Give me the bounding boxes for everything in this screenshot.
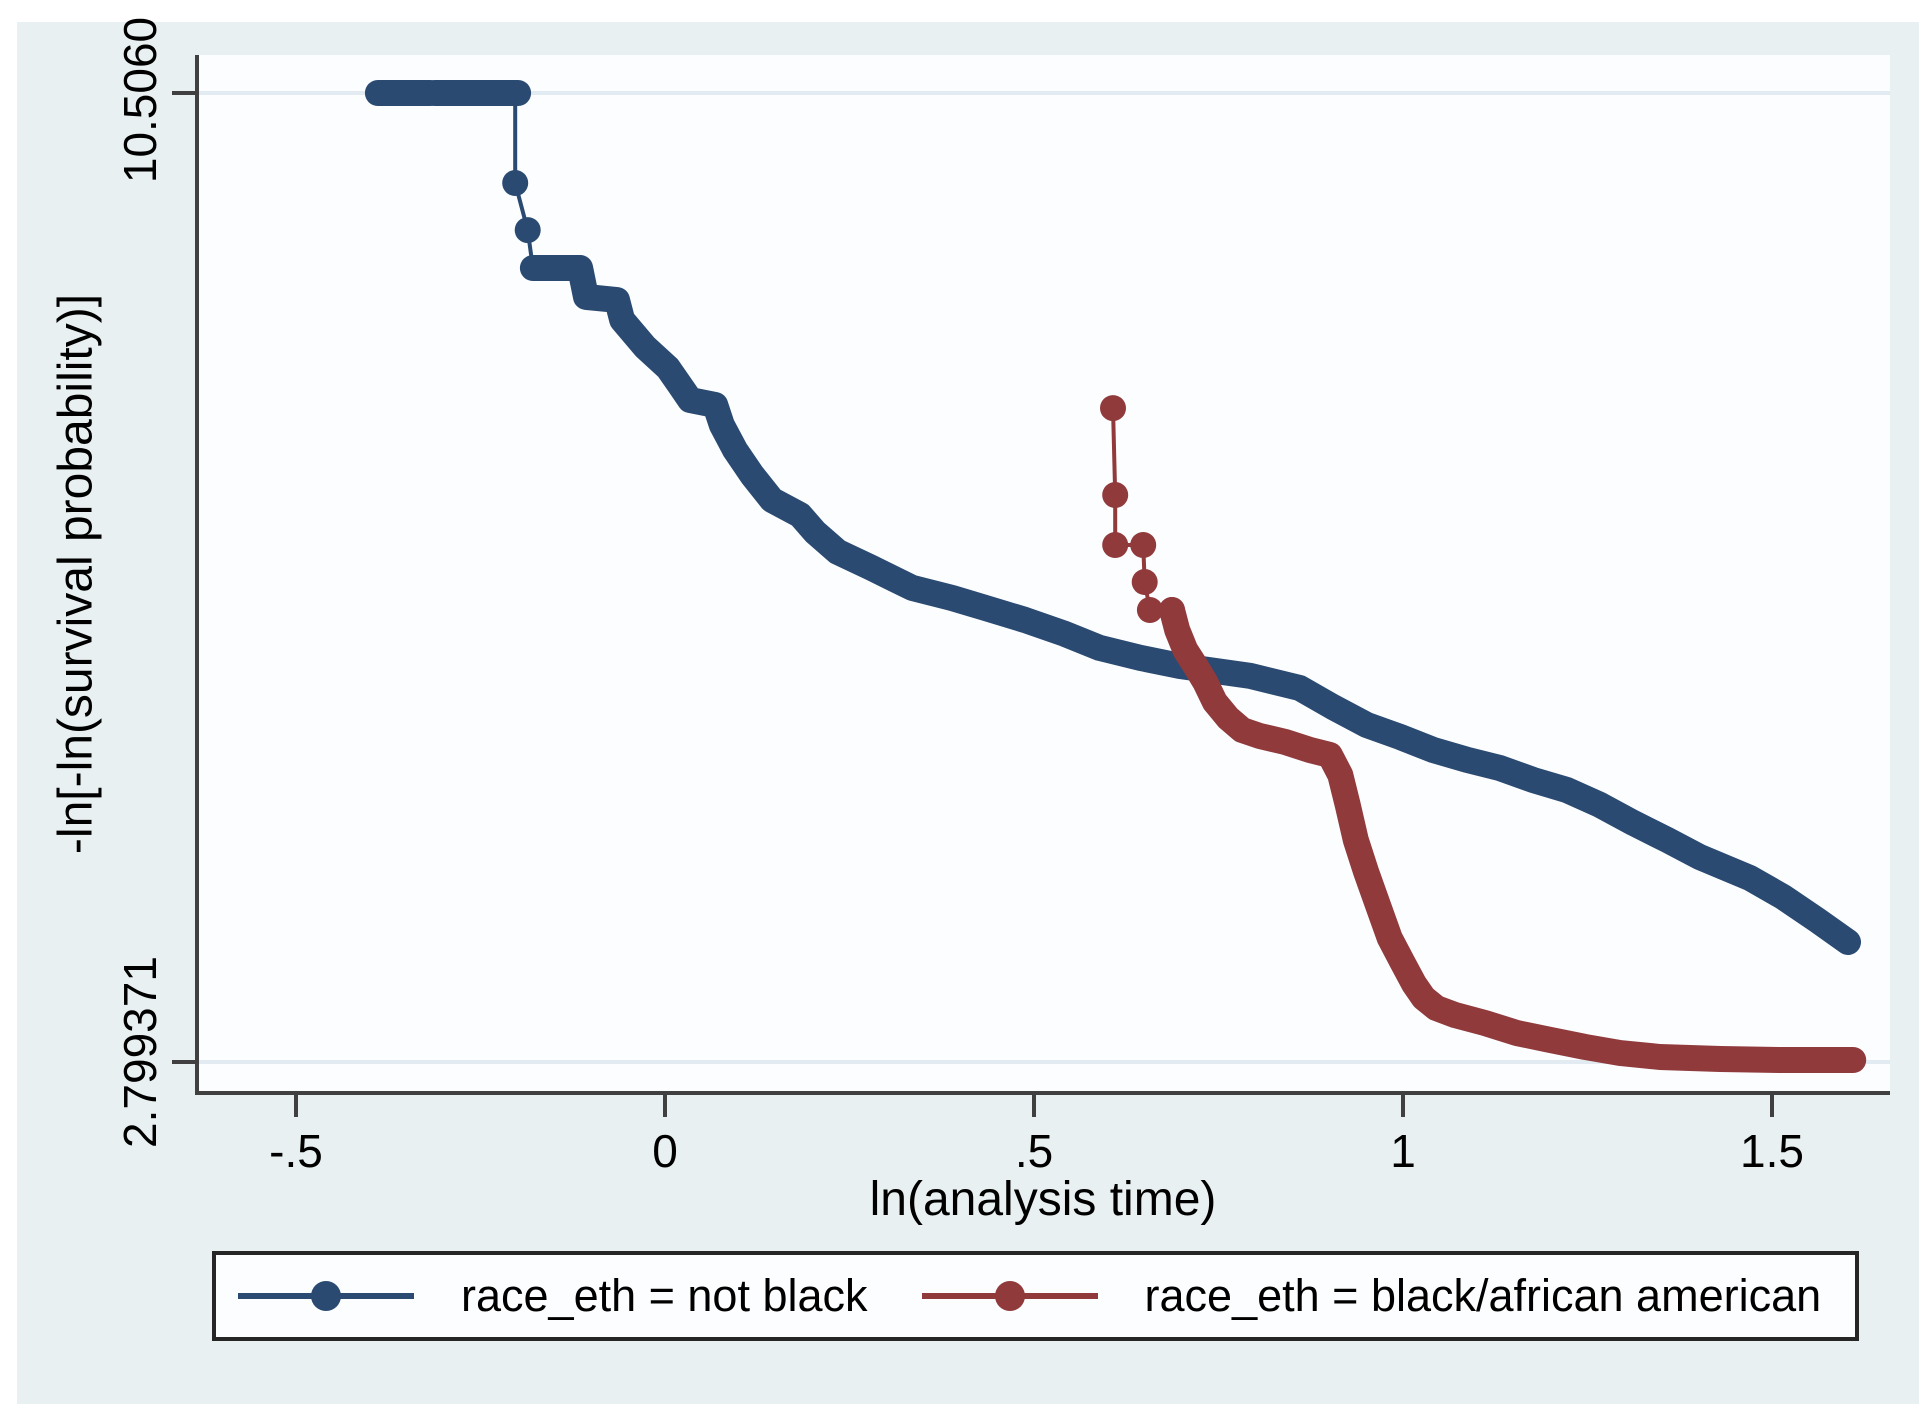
y-axis-title: -ln[-ln(survival probability)] [49,293,103,855]
series-red-marker [1131,569,1158,595]
y-tick-label-bottom: 2.799371 [114,956,166,1148]
x-tick-label-3: 1 [1390,1125,1416,1177]
y-tick-label-top: 10.5060 [114,16,166,184]
series-blue-marker [502,170,529,196]
legend-marker-red [994,1281,1025,1311]
legend-label-black-african-american: race_eth = black/african american [1144,1270,1822,1321]
series-red-marker [1102,532,1129,558]
legend-box: race_eth = not black race_eth = black/af… [212,1251,1859,1341]
legend-entry-not-black: race_eth = not black [236,1270,868,1322]
legend-entry-black-african-american: race_eth = black/african american [920,1270,1822,1322]
legend-sample-line-blue [238,1281,414,1311]
plot-area [197,55,1890,1093]
x-tick-label-4: 1.5 [1740,1125,1804,1177]
series-red-marker [1159,597,1185,623]
x-tick-label-2: .5 [1014,1125,1054,1177]
x-axis-title: ln(analysis time) [869,1173,1217,1226]
series-red-marker [1136,597,1163,623]
series-blue-connector [513,93,535,269]
x-tick-label-0: -.5 [269,1125,323,1177]
series-blue-band [519,255,1861,955]
series-layer [364,80,1867,1073]
series-blue-marker [514,217,541,244]
legend-sample-line-red [921,1281,1098,1311]
series-red-marker [1130,532,1157,558]
legend-label-not-black: race_eth = not black [461,1270,868,1321]
x-tick-label-1: 0 [652,1125,678,1177]
legend-marker-blue [311,1281,341,1311]
series-red-marker [1100,395,1126,422]
series-red-band [1159,597,1867,1073]
series-red-marker [1102,482,1129,508]
axes [195,55,1890,1095]
